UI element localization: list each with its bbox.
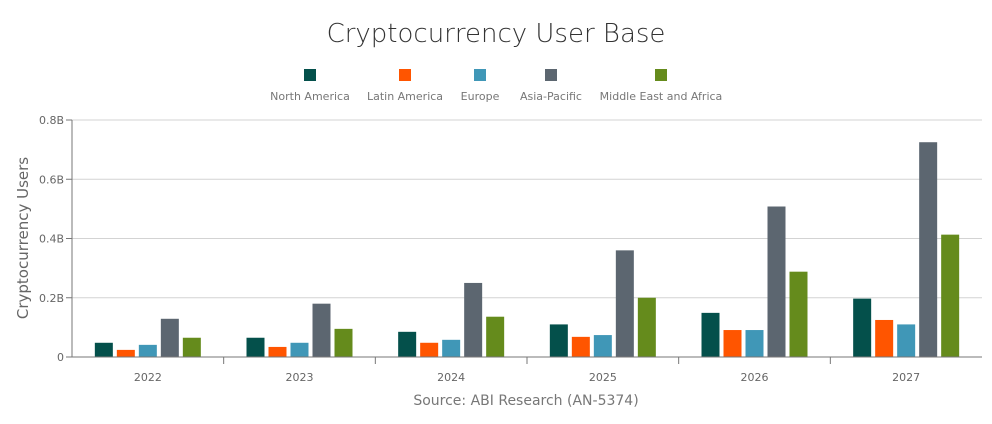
bar-latin-america-2022 — [116, 349, 135, 357]
y-tick-label: 0 — [57, 351, 64, 364]
x-tick-label: 2024 — [437, 371, 465, 384]
source-note: Source: ABI Research (AN-5374) — [413, 393, 638, 409]
legend-swatch — [545, 69, 557, 81]
bar-latin-america-2025 — [571, 336, 590, 357]
bar-north-america-2027 — [853, 298, 872, 357]
bar-europe-2024 — [442, 339, 461, 357]
bar-asia-pacific-2025 — [615, 250, 634, 357]
y-tick-label: 0.8B — [39, 114, 64, 127]
bar-latin-america-2024 — [420, 342, 439, 357]
x-tick-label: 2026 — [741, 371, 769, 384]
bar-europe-2023 — [290, 342, 309, 357]
legend-label: Middle East and Africa — [600, 90, 723, 103]
bar-north-america-2026 — [701, 312, 720, 357]
x-tick-label: 2023 — [286, 371, 314, 384]
y-tick-label: 0.2B — [39, 292, 64, 305]
bar-asia-pacific-2027 — [919, 142, 938, 357]
legend-swatch — [655, 69, 667, 81]
bar-middle-east-and-africa-2026 — [789, 271, 808, 357]
bar-middle-east-and-africa-2025 — [637, 297, 656, 357]
bar-asia-pacific-2023 — [312, 303, 331, 357]
chart-title: Cryptocurrency User Base — [327, 19, 666, 49]
y-tick-label: 0.4B — [39, 233, 64, 246]
bar-europe-2022 — [138, 344, 157, 357]
bar-middle-east-and-africa-2027 — [941, 234, 960, 357]
y-axis-label: Cryptocurrency Users — [14, 157, 32, 319]
bar-europe-2026 — [745, 330, 764, 357]
bar-europe-2025 — [593, 335, 612, 357]
y-tick-label: 0.6B — [39, 173, 64, 186]
bar-asia-pacific-2022 — [160, 318, 179, 357]
legend-swatch — [304, 69, 316, 81]
bar-europe-2027 — [897, 324, 916, 357]
legend-label: Asia-Pacific — [520, 90, 582, 103]
bar-middle-east-and-africa-2022 — [182, 337, 201, 357]
legend-label: Europe — [461, 90, 500, 103]
bars — [94, 142, 960, 357]
bar-asia-pacific-2026 — [767, 206, 786, 357]
legend-label: North America — [270, 90, 350, 103]
bar-middle-east-and-africa-2023 — [334, 328, 353, 357]
bar-asia-pacific-2024 — [464, 282, 483, 357]
bar-north-america-2022 — [94, 342, 113, 357]
legend-label: Latin America — [367, 90, 443, 103]
x-tick-label: 2022 — [134, 371, 162, 384]
bar-latin-america-2027 — [875, 319, 894, 357]
x-tick-label: 2025 — [589, 371, 617, 384]
gridlines — [72, 119, 982, 299]
axes: 0 0.2B 0.4B 0.6B 0.8B 2022 2023 2024 2025 2026 202… — [39, 114, 982, 384]
legend: North America Latin America Europe Asia-Pac… — [270, 69, 722, 103]
bar-north-america-2023 — [246, 337, 265, 357]
bar-latin-america-2026 — [723, 330, 742, 357]
legend-swatch — [399, 69, 411, 81]
bar-north-america-2025 — [549, 324, 568, 357]
bar-latin-america-2023 — [268, 346, 287, 357]
bar-middle-east-and-africa-2024 — [486, 316, 505, 357]
legend-swatch — [474, 69, 486, 81]
x-tick-label: 2027 — [892, 371, 920, 384]
bar-north-america-2024 — [398, 331, 417, 357]
